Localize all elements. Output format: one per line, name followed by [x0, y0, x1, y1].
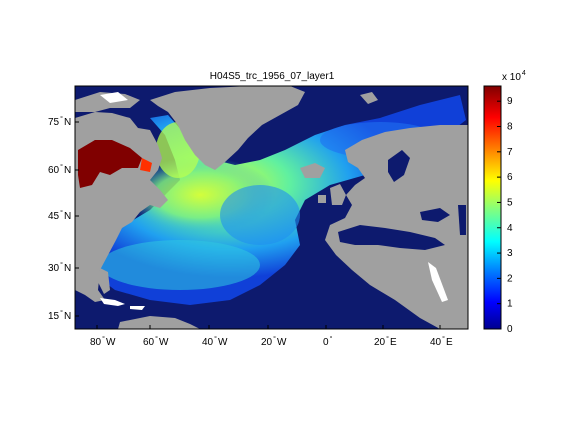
- colorbar-multiplier: x 104: [502, 70, 526, 83]
- y-tick-label: 45°N: [48, 209, 71, 222]
- x-tick-label: 40°W: [202, 335, 228, 348]
- black-sea: [420, 208, 450, 222]
- y-tick-labels: 75°N 60°N 45°N 30°N 15°N: [48, 115, 71, 322]
- colorbar: x 104 0 1 2 3 4 5 6 7 8 9: [483, 70, 526, 335]
- map-panel: [75, 86, 468, 329]
- land-south-america: [118, 316, 200, 329]
- land-iceland: [300, 163, 325, 178]
- land-british-isles: [318, 184, 346, 205]
- colorbar-tick-label: 1: [507, 299, 513, 310]
- x-tick-labels: 80°W 60°W 40°W 20°W 0° 20°E 40°E: [90, 335, 453, 348]
- mediterranean-sea: [338, 225, 445, 250]
- land-caribbean: [100, 298, 145, 310]
- x-tick-label: 20°E: [374, 335, 397, 348]
- colorbar-tick-label: 6: [507, 172, 513, 183]
- land-greenland: [150, 86, 305, 170]
- x-tick-label: 20°W: [261, 335, 287, 348]
- land-svalbard: [360, 92, 378, 104]
- y-tick-label: 15°N: [48, 309, 71, 322]
- y-tick-label: 75°N: [48, 115, 71, 128]
- caspian-sea: [458, 205, 466, 235]
- land-florida: [98, 268, 110, 294]
- colorbar-ticks: 0 1 2 3 4 5 6 7 8 9: [497, 96, 513, 335]
- colorbar-tick-label: 0: [507, 324, 513, 335]
- mid-band: [220, 185, 300, 245]
- y-tick-label: 60°N: [48, 163, 71, 176]
- colorbar-tick-label: 9: [507, 96, 513, 107]
- colorbar-tick-label: 4: [507, 223, 513, 234]
- x-tick-label: 60°W: [143, 335, 169, 348]
- colorbar-tick-label: 3: [507, 248, 513, 259]
- high-value-patch: [78, 140, 142, 188]
- x-tick-label: 80°W: [90, 335, 116, 348]
- y-tick-label: 30°N: [48, 261, 71, 274]
- colorbar-gradient: [483, 85, 502, 330]
- x-tick-label: 0°: [323, 335, 333, 348]
- y-axis: [75, 121, 79, 317]
- map-frame: [74, 85, 469, 330]
- ice-arctic: [100, 92, 128, 103]
- colorbar-tick-label: 7: [507, 147, 513, 158]
- high-value-patch-edge: [140, 158, 152, 172]
- red-sea: [428, 262, 448, 302]
- south-band: [100, 240, 260, 290]
- x-axis: [96, 325, 441, 329]
- colorbar-tick-label: 2: [507, 273, 513, 284]
- baltic-sea: [388, 150, 410, 182]
- colorbar-tick-label: 5: [507, 197, 513, 208]
- colorbar-tick-label: 8: [507, 122, 513, 133]
- x-tick-label: 40°E: [430, 335, 453, 348]
- map-title: H04S5_trc_1956_07_layer1: [210, 71, 335, 82]
